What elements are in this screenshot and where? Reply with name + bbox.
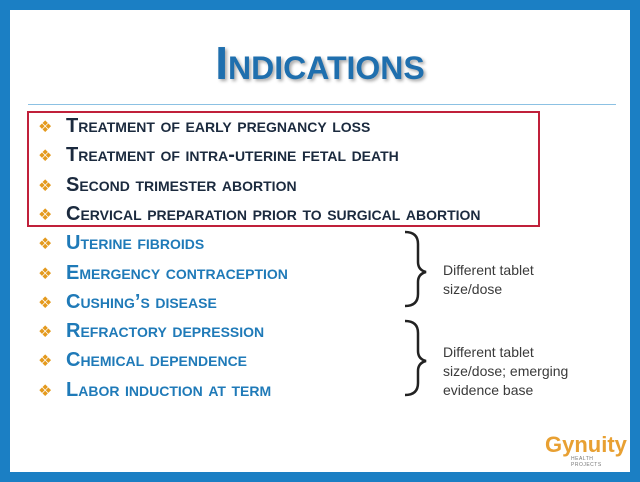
brace xyxy=(404,230,427,308)
braces xyxy=(404,230,427,397)
indication-item: ❖ Refractory depression xyxy=(38,317,264,346)
bullet: ❖ xyxy=(38,294,53,312)
bullet: ❖ xyxy=(38,148,53,166)
indication-text: Treatment of early pregnancy loss xyxy=(66,115,371,137)
indication-item: ❖ Treatment of early pregnancy loss xyxy=(38,112,370,141)
indication-text: Cervical preparation prior to surgical a… xyxy=(66,202,481,225)
logo: Gynuity HEALTH PROJECTS xyxy=(545,432,627,469)
slide-title: Indications xyxy=(215,37,425,89)
bullet: ❖ xyxy=(38,382,53,400)
indication-text: Refractory depression xyxy=(66,320,265,343)
indication-item: ❖ Treatment of intra-uterine fetal death xyxy=(38,141,399,170)
bullet: ❖ xyxy=(38,236,53,254)
bullet: ❖ xyxy=(38,119,53,136)
bullet: ❖ xyxy=(38,353,53,371)
indication-item: ❖ Emergency contraception xyxy=(38,259,288,288)
indication-item: ❖ Second trimester abortion xyxy=(38,171,297,200)
bullet: ❖ xyxy=(38,177,53,195)
indication-text: Cushing’s disease xyxy=(66,290,217,313)
note: Different tablet size/dose xyxy=(443,262,534,297)
slide: Indications ❖ Treatment of early pregnanc… xyxy=(10,10,630,472)
bullet: ❖ xyxy=(38,206,53,224)
indication-text: Emergency contraception xyxy=(66,261,288,284)
indication-text: Labor induction at term xyxy=(66,378,272,401)
indication-item: ❖ Labor induction at term xyxy=(38,376,271,405)
logo-tagline: HEALTH PROJECTS xyxy=(571,456,602,468)
bullet: ❖ xyxy=(38,324,53,342)
title-rule xyxy=(28,104,616,105)
brace xyxy=(404,319,427,397)
indication-text: Treatment of intra-uterine fetal death xyxy=(66,144,399,167)
indication-item: ❖ Chemical dependence xyxy=(38,346,247,375)
indication-text: Chemical dependence xyxy=(66,349,248,372)
note: Different tablet size/dose; emerging evi… xyxy=(443,344,569,398)
indication-text: Uterine fibroids xyxy=(66,232,205,255)
indication-item: ❖ Cushing’s disease xyxy=(38,288,217,317)
logo-name: Gynuity xyxy=(545,432,627,457)
indication-item: ❖ Cervical preparation prior to surgical … xyxy=(38,200,481,229)
indication-text: Second trimester abortion xyxy=(66,173,297,196)
indication-item: ❖ Uterine fibroids xyxy=(38,229,204,258)
highlight-box xyxy=(27,111,540,227)
bullet: ❖ xyxy=(38,265,53,283)
